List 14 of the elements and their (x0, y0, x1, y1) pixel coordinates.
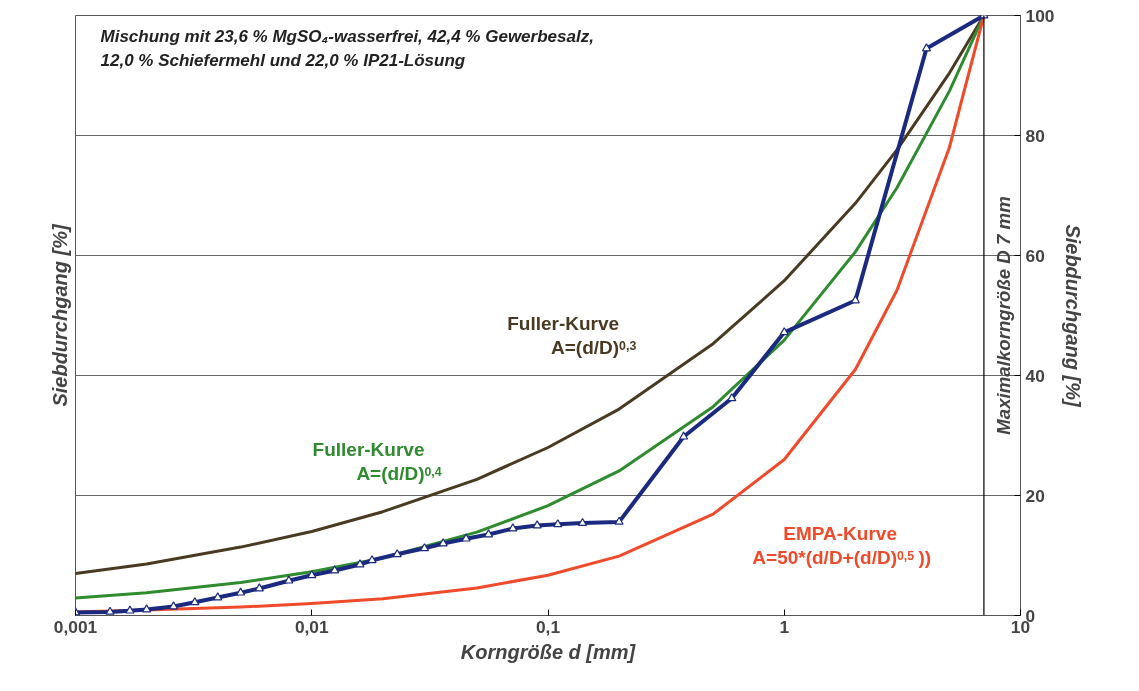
y-axis-title: Siebdurchgang [%] (48, 223, 71, 407)
y-tick-label: 80 (1025, 125, 1045, 146)
y-tick-label: 40 (1025, 365, 1045, 386)
x-tick-label: 0,01 (294, 616, 329, 637)
x-axis-title: Korngröße d [mm] (460, 640, 637, 663)
y-tick-label: 60 (1025, 245, 1045, 266)
x-tick-label: 0,1 (535, 616, 561, 637)
y2-axis-title: Siebdurchgang [%] (1062, 224, 1085, 408)
x-tick-label: 1 (779, 616, 790, 637)
y-tick-label: 20 (1025, 485, 1045, 506)
text: Mischung mit 23,6 % MgSO₄-wasserfrei, 42,4 % Gewerbesalz, 12,0 % Schiefermehl und 22,0 % IP21-Lösung (100, 26, 594, 70)
x-tick-label: 0,001 (53, 616, 98, 637)
ref-line-label: Maximalkorngröße D 7 mm (992, 196, 1014, 435)
y-tick-label: 100 (1025, 5, 1055, 26)
